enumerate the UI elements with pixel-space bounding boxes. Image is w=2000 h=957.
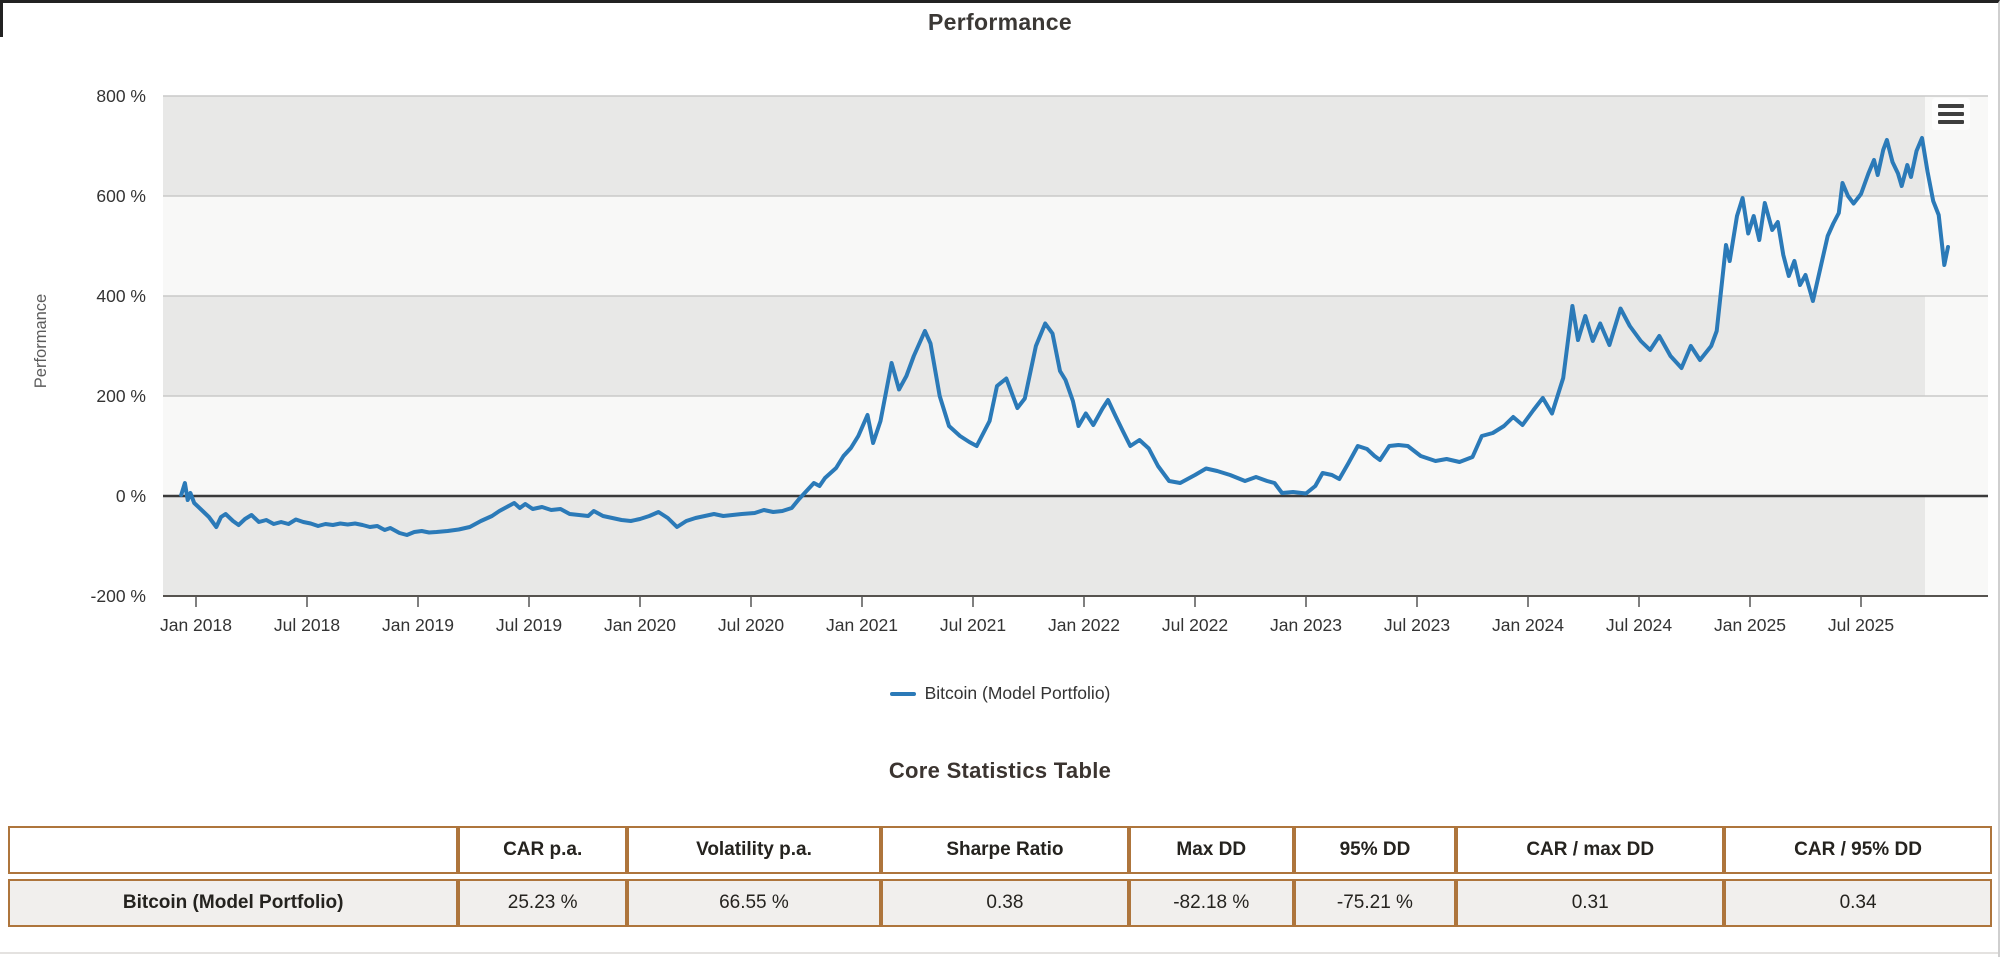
chart-legend: Bitcoin (Model Portfolio) [0,683,2000,704]
cell-car-max-dd: 0.31 [1456,879,1725,927]
x-tick-label: Jul 2019 [496,615,562,635]
header-blank [8,826,459,874]
chart-title: Performance [928,9,1072,35]
y-tick-label: 800 % [96,86,146,106]
x-tick-label: Jan 2022 [1048,615,1120,635]
cell-volatility: 66.55 % [626,879,881,927]
table-row: Bitcoin (Model Portfolio) 25.23 % 66.55 … [8,879,1992,927]
x-tick-label: Jan 2020 [604,615,676,635]
header-car-max-dd: CAR / max DD [1456,826,1725,874]
table-header-row: CAR p.a. Volatility p.a. Sharpe Ratio Ma… [8,826,1992,874]
header-car-pa: CAR p.a. [458,826,627,874]
cell-95-dd: -75.21 % [1293,879,1457,927]
x-tick-label: Jul 2023 [1384,615,1450,635]
chart-menu-button[interactable] [1932,98,1970,130]
header-volatility: Volatility p.a. [626,826,881,874]
header-sharpe: Sharpe Ratio [880,826,1129,874]
y-tick-label: 400 % [96,286,146,306]
header-95-dd: 95% DD [1293,826,1457,874]
table-title: Core Statistics Table [888,758,1112,783]
x-tick-label: Jan 2023 [1270,615,1342,635]
header-max-dd: Max DD [1128,826,1294,874]
legend-item-bitcoin[interactable]: Bitcoin (Model Portfolio) [889,683,1111,704]
x-tick-label: Jan 2018 [160,615,232,635]
core-statistics-table: CAR p.a. Volatility p.a. Sharpe Ratio Ma… [8,821,1992,932]
series-line-bitcoin[interactable] [179,136,1950,537]
cell-max-dd: -82.18 % [1128,879,1294,927]
grid-band [163,296,1925,396]
x-tick-label: Jul 2025 [1828,615,1894,635]
legend-line-swatch [889,691,916,696]
grid-band [163,496,1925,596]
y-tick-label: 0 % [116,486,146,506]
legend-label: Bitcoin (Model Portfolio) [924,683,1111,703]
x-tick-label: Jan 2024 [1492,615,1564,635]
x-tick-label: Jul 2024 [1606,615,1672,635]
y-tick-label: 600 % [96,186,146,206]
cell-sharpe: 0.38 [880,879,1129,927]
cell-car-pa: 25.23 % [458,879,627,927]
x-tick-label: Jul 2022 [1162,615,1228,635]
x-tick-label: Jul 2018 [274,615,340,635]
header-car-95-dd: CAR / 95% DD [1724,826,1992,874]
y-tick-label: 200 % [96,386,146,406]
x-tick-label: Jan 2019 [382,615,454,635]
x-tick-label: Jul 2021 [940,615,1006,635]
performance-chart: 800 % 600 % 400 % 200 % 0 % -200 % Jan 2018 Jul… [32,86,1988,635]
x-tick-label: Jan 2021 [826,615,898,635]
hamburger-icon [1938,104,1964,124]
x-tick-label: Jan 2025 [1714,615,1786,635]
x-tick-label: Jul 2020 [718,615,784,635]
grid-band [163,96,1925,196]
cell-portfolio-name: Bitcoin (Model Portfolio) [8,879,459,927]
cell-car-95-dd: 0.34 [1724,879,1992,927]
y-axis-title: Performance [32,294,50,388]
y-tick-label: -200 % [91,586,146,606]
